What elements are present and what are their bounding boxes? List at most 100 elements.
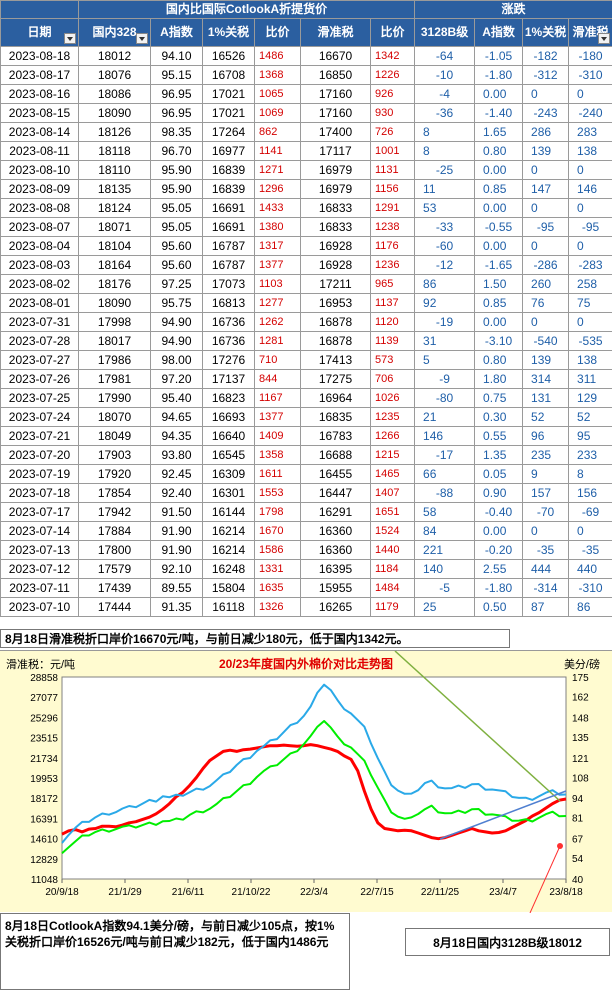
table-cell: 96.95	[150, 103, 203, 123]
table-cell: -182	[522, 46, 570, 66]
table-cell: 18076	[78, 65, 151, 85]
table-cell: 16688	[300, 445, 371, 465]
table-row: 2023-08-01 18090 95.75 16813 1277 16953 1137 92…	[0, 293, 612, 313]
table-cell: 0.85	[474, 293, 524, 313]
column-header: 日期	[0, 18, 79, 47]
table-cell: 18070	[78, 407, 151, 427]
table-cell: 1368	[254, 65, 301, 85]
filter-dropdown-icon[interactable]	[136, 33, 148, 44]
table-cell: 1342	[369, 46, 416, 66]
table-row: 2023-07-18 17854 92.40 16301 1553 16447 1407 -8…	[0, 483, 612, 503]
table-cell: 1.35	[474, 445, 524, 465]
table-cell: 16640	[202, 426, 255, 446]
table-cell: 2023-07-26	[0, 369, 79, 389]
table-cell: 18090	[78, 103, 151, 123]
table-cell: 1377	[254, 407, 301, 427]
column-header: 国内328	[78, 18, 151, 47]
table-row: 2023-08-09 18135 95.90 16839 1296 16979 1156 11…	[0, 179, 612, 199]
table-cell: 17942	[78, 502, 151, 522]
y-left-axis-label: 滑准税：元/吨	[6, 657, 75, 671]
table-cell: 1069	[254, 103, 301, 123]
table-cell: 844	[254, 369, 301, 389]
table-cell: 17903	[78, 445, 151, 465]
table-cell: -9	[414, 369, 476, 389]
table-cell: 17986	[78, 350, 151, 370]
table-cell: 17854	[78, 483, 151, 503]
table-cell: 1236	[369, 255, 416, 275]
table-cell: 18124	[78, 198, 151, 218]
table-cell: 16839	[202, 179, 255, 199]
y-right-axis-label: 美分/磅	[564, 657, 600, 671]
table-cell: 16833	[300, 217, 371, 237]
table-cell: 84	[414, 521, 476, 541]
table-cell: 16214	[202, 521, 255, 541]
table-cell: 965	[369, 274, 416, 294]
table-row: 2023-07-14 17884 91.90 16214 1670 16360 1524 84…	[0, 521, 612, 541]
table-cell: 2023-07-27	[0, 350, 79, 370]
table-cell: 16928	[300, 236, 371, 256]
column-header: 比价	[254, 18, 301, 47]
table-cell: 2023-08-07	[0, 217, 79, 237]
table-row: 2023-08-08 18124 95.05 16691 1433 16833 1291 53…	[0, 198, 612, 218]
table-cell: 95.15	[150, 65, 203, 85]
table-cell: 2023-07-28	[0, 331, 79, 351]
table-cell: 17021	[202, 84, 255, 104]
table-cell: 17073	[202, 274, 255, 294]
table-cell: 131	[522, 388, 570, 408]
table-cell: 96.70	[150, 141, 203, 161]
y-right-tick-label: 121	[572, 754, 589, 765]
filter-dropdown-icon[interactable]	[64, 33, 76, 44]
table-cell: 1331	[254, 559, 301, 579]
callout-line-blue	[439, 790, 567, 840]
table-cell: 0.75	[474, 388, 524, 408]
table-cell: 2023-08-14	[0, 122, 79, 142]
table-cell: 1465	[369, 464, 416, 484]
table-cell: 314	[522, 369, 570, 389]
x-tick-label: 21/6/11	[172, 887, 205, 898]
table-cell: 1.50	[474, 274, 524, 294]
column-header: 3128B级	[414, 18, 476, 47]
table-cell: -312	[522, 65, 570, 85]
table-cell: 17998	[78, 312, 151, 332]
y-left-tick-label: 11048	[31, 875, 59, 886]
table-cell: -10	[414, 65, 476, 85]
table-cell: 98.35	[150, 122, 203, 142]
filter-dropdown-icon[interactable]	[598, 33, 611, 44]
table-cell: 1026	[369, 388, 416, 408]
table-cell: 16878	[300, 331, 371, 351]
table-cell: 91.35	[150, 597, 203, 617]
table-cell: 8	[414, 122, 476, 142]
table-cell: 2023-07-11	[0, 578, 79, 598]
table-cell: 2023-08-17	[0, 65, 79, 85]
table-cell: 146	[414, 426, 476, 446]
table-cell: 18086	[78, 84, 151, 104]
table-cell: 0	[522, 198, 570, 218]
table-cell: 16850	[300, 65, 371, 85]
table-cell: 16928	[300, 255, 371, 275]
y-right-tick-label: 40	[572, 875, 584, 886]
table-cell: -95	[522, 217, 570, 237]
table-row: 2023-08-18 18012 94.10 16526 1486 16670 1342 -6…	[0, 46, 612, 66]
table-cell: 18049	[78, 426, 151, 446]
table-cell: -12	[414, 255, 476, 275]
table-cell: 1226	[369, 65, 416, 85]
table-row: 2023-08-07 18071 95.05 16691 1380 16833 1238 -3…	[0, 217, 612, 237]
table-cell: 0	[522, 312, 570, 332]
table-cell: 16301	[202, 483, 255, 503]
table-cell: 0.00	[474, 84, 524, 104]
table-row: 2023-07-17 17942 91.50 16144 1798 16291 1651 58…	[0, 502, 612, 522]
table-cell: 92.45	[150, 464, 203, 484]
table-cell: 2023-08-18	[0, 46, 79, 66]
table-cell: 18110	[78, 160, 151, 180]
table-cell: 17884	[78, 521, 151, 541]
y-right-tick-label: 67	[572, 835, 584, 846]
sliding-tax-note: 8月18日滑准税折口岸价16670元/吨，与前日减少180元，低于国内1342元…	[0, 629, 510, 648]
table-cell: 21	[414, 407, 476, 427]
table-cell: 0.00	[474, 198, 524, 218]
table-cell: 283	[568, 122, 612, 142]
column-header: A指数	[150, 18, 203, 47]
table-cell: 1184	[369, 559, 416, 579]
table-cell: 16783	[300, 426, 371, 446]
table-row: 2023-08-02 18176 97.25 17073 1103 17211 965 86 1…	[0, 274, 612, 294]
table-cell: 95	[568, 426, 612, 446]
